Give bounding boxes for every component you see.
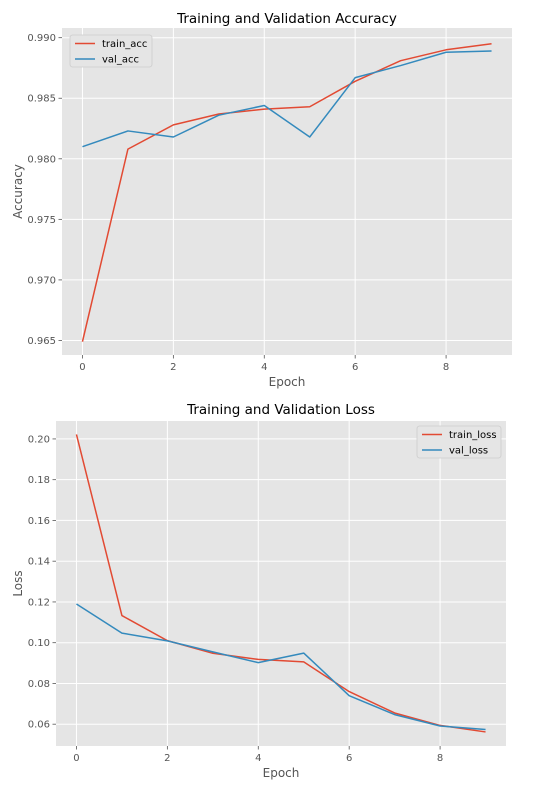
loss-x-axis-label: Epoch <box>263 766 300 780</box>
accuracy-ticks: 0 2 4 6 8 0.965 0.970 0.975 0.980 0.985 0.990 <box>27 33 449 373</box>
loss-lines <box>75 434 486 733</box>
loss-series-line-train_loss <box>75 434 486 733</box>
accuracy-x-tick-label: 4 <box>261 362 267 373</box>
loss-x-tick-label: 2 <box>164 753 170 764</box>
accuracy-y-tick-label: 0.990 <box>27 33 56 44</box>
accuracy-y-tick-label: 0.980 <box>27 154 56 165</box>
accuracy-y-axis-label: Accuracy <box>11 164 25 219</box>
loss-x-tick-label: 0 <box>73 753 79 764</box>
accuracy-lines <box>81 42 492 342</box>
loss-legend: train_loss val_loss <box>416 425 502 459</box>
loss-y-axis-label: Loss <box>11 570 25 596</box>
loss-y-tick-label: 0.20 <box>28 434 50 445</box>
accuracy-x-axis-label: Epoch <box>269 375 306 389</box>
accuracy-x-tick-label: 2 <box>170 362 176 373</box>
accuracy-chart: 0 2 4 6 8 0.965 0.970 0.975 0.980 0.985 0.990 Trai… <box>11 11 512 389</box>
loss-y-tick-label: 0.10 <box>28 638 50 649</box>
loss-chart: 0 2 4 6 8 0.06 0.08 0.10 0.12 0.14 0.16 0.18 0.20 Tr… <box>11 402 506 780</box>
accuracy-plot-area <box>62 28 512 355</box>
loss-y-tick-label: 0.14 <box>28 557 50 568</box>
loss-chart-title: Training and Validation Loss <box>186 402 375 418</box>
accuracy-legend: train_acc val_acc <box>69 34 153 68</box>
loss-x-tick-label: 6 <box>346 753 352 764</box>
accuracy-y-tick-label: 0.965 <box>27 336 56 347</box>
loss-x-tick-label: 8 <box>437 753 443 764</box>
accuracy-legend-train-label: train_acc <box>102 39 147 50</box>
accuracy-x-tick-label: 6 <box>352 362 358 373</box>
accuracy-legend-val-label: val_acc <box>102 55 139 66</box>
loss-legend-train-label: train_loss <box>449 430 497 441</box>
loss-x-tick-label: 4 <box>255 753 261 764</box>
loss-legend-val-label: val_loss <box>449 446 488 457</box>
accuracy-y-tick-label: 0.985 <box>27 94 56 105</box>
loss-plot-area <box>56 421 506 746</box>
loss-y-tick-label: 0.16 <box>28 516 50 527</box>
loss-y-tick-label: 0.08 <box>28 679 50 690</box>
accuracy-chart-title: Training and Validation Accuracy <box>176 11 397 27</box>
loss-y-tick-label: 0.06 <box>28 720 50 731</box>
loss-y-tick-label: 0.12 <box>28 597 50 608</box>
accuracy-y-tick-label: 0.975 <box>27 215 56 226</box>
loss-ticks: 0 2 4 6 8 0.06 0.08 0.10 0.12 0.14 0.16 0.18 0.20 <box>28 434 444 764</box>
accuracy-x-tick-label: 0 <box>79 362 85 373</box>
accuracy-x-tick-label: 8 <box>443 362 449 373</box>
loss-series-line-val_loss <box>76 603 486 731</box>
accuracy-series-line-val_acc <box>82 50 492 148</box>
loss-y-tick-label: 0.18 <box>28 475 50 486</box>
accuracy-series-line-train_acc <box>81 42 492 342</box>
accuracy-y-tick-label: 0.970 <box>27 275 56 286</box>
